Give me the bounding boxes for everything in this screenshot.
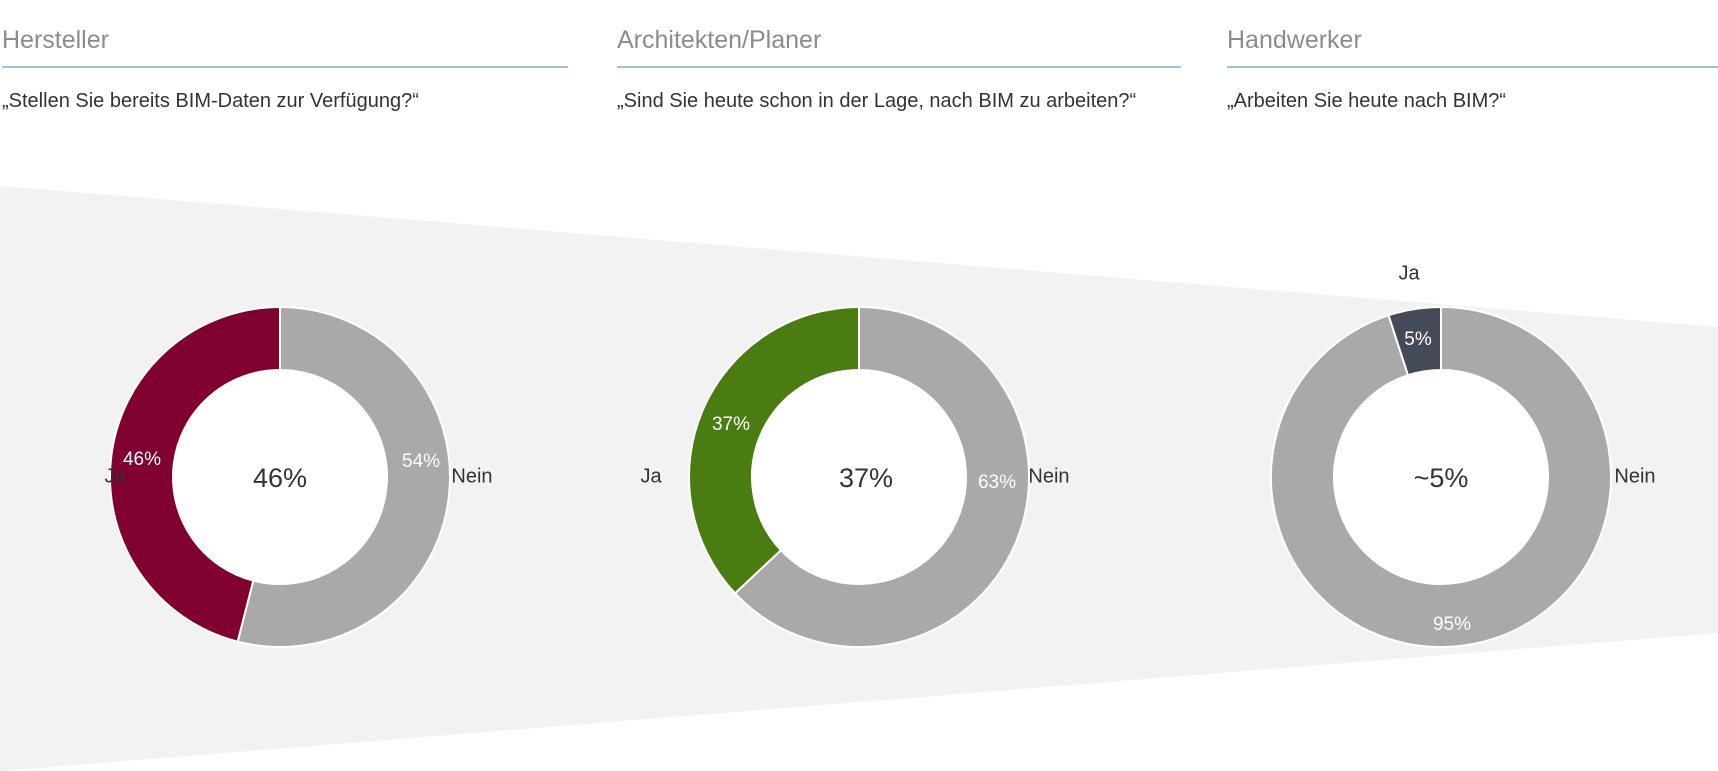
donut-hole xyxy=(752,370,966,584)
slice-value-label-ja: 46% xyxy=(123,449,161,470)
category-label-nein: Nein xyxy=(1028,465,1069,487)
donut-center-label: ~5% xyxy=(1414,463,1469,493)
slice-value-label-ja: 5% xyxy=(1404,329,1432,350)
donut-center-label: 37% xyxy=(839,463,893,493)
panel-question: „Stellen Sie bereits BIM-Daten zur Verfü… xyxy=(2,90,419,112)
panel-divider xyxy=(2,66,568,68)
donut-hole xyxy=(173,370,387,584)
slice-value-label-ja: 37% xyxy=(712,414,750,435)
panel-title: Handwerker xyxy=(1227,26,1362,54)
panel-title: Hersteller xyxy=(2,26,109,54)
category-label-ja: Ja xyxy=(640,465,662,487)
category-label-ja: Ja xyxy=(1398,262,1420,284)
panel-title: Architekten/Planer xyxy=(617,26,822,54)
donut-center-label: 46% xyxy=(253,463,307,493)
slice-value-label-nein: 95% xyxy=(1433,614,1471,635)
panel-divider xyxy=(1227,66,1718,68)
category-label-nein: Nein xyxy=(451,465,492,487)
panel-question: „Sind Sie heute schon in der Lage, nach … xyxy=(617,90,1137,112)
slice-value-label-nein: 63% xyxy=(978,472,1016,493)
panel-question: „Arbeiten Sie heute nach BIM?“ xyxy=(1227,90,1507,112)
donut-slice-ja xyxy=(688,305,860,595)
panel-divider xyxy=(617,66,1181,68)
category-label-nein: Nein xyxy=(1614,465,1655,487)
slice-value-label-nein: 54% xyxy=(402,451,440,472)
category-label-ja: Ja xyxy=(104,465,126,487)
donut-hole xyxy=(1334,370,1548,584)
